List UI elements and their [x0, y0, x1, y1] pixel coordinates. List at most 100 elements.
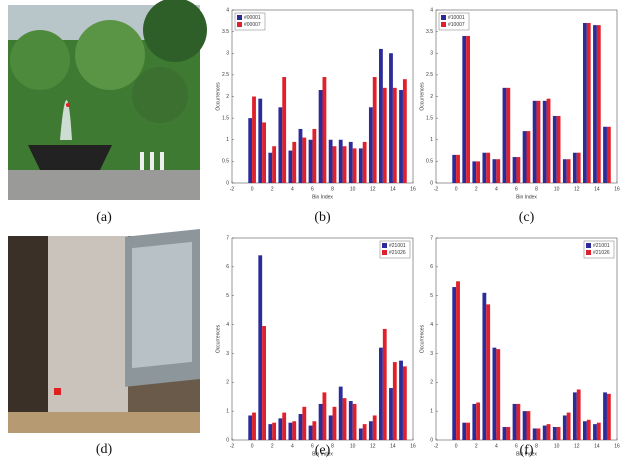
- y-tick-label: 0: [430, 180, 433, 186]
- bar: [302, 138, 306, 183]
- y-tick-label: 1.5: [426, 115, 433, 121]
- caption: (b): [314, 210, 331, 225]
- bar: [587, 23, 591, 183]
- bar: [289, 151, 293, 183]
- bar: [302, 407, 306, 440]
- x-tick-label: 0: [251, 443, 254, 449]
- y-tick-label: 5: [226, 293, 229, 299]
- bar: [503, 88, 507, 183]
- x-axis-label: Bin Index: [516, 194, 537, 200]
- bar: [319, 404, 323, 440]
- y-axis-label: Occurrences: [215, 82, 221, 111]
- bar: [506, 427, 510, 440]
- bar: [476, 161, 480, 183]
- x-tick-label: 8: [535, 443, 538, 449]
- bar: [278, 107, 282, 183]
- photo-office: [8, 229, 200, 433]
- legend-label: #10001: [448, 15, 465, 21]
- bar: [389, 53, 393, 183]
- bar: [486, 304, 490, 440]
- legend-label: #00007: [244, 22, 261, 28]
- y-tick-label: 2.5: [426, 72, 433, 78]
- bar: [456, 281, 460, 440]
- caption: (f): [520, 443, 534, 458]
- y-tick-label: 2.5: [222, 72, 229, 78]
- bar: [379, 348, 383, 440]
- bar: [462, 423, 466, 440]
- legend-swatch: [382, 243, 387, 248]
- x-axis-label: Bin Index: [312, 194, 333, 200]
- x-tick-label: 6: [311, 186, 314, 192]
- x-tick-label: 14: [390, 443, 396, 449]
- bar: [248, 118, 252, 183]
- bar: [607, 394, 611, 440]
- bar: [349, 401, 353, 440]
- bar: [573, 392, 577, 440]
- x-tick-label: 4: [291, 186, 294, 192]
- x-tick-label: -2: [434, 443, 439, 449]
- bar: [329, 140, 333, 183]
- caption: (e): [315, 443, 331, 458]
- x-tick-label: 16: [614, 443, 620, 449]
- bar: [292, 142, 296, 183]
- x-tick-label: 16: [410, 186, 416, 192]
- bar: [543, 101, 547, 183]
- bar: [553, 116, 557, 183]
- y-tick-label: 0.5: [222, 159, 229, 165]
- bar: [403, 79, 407, 183]
- legend-swatch: [382, 250, 387, 255]
- y-tick-label: 1: [226, 137, 229, 143]
- bar: [359, 428, 363, 440]
- bar: [262, 122, 266, 183]
- y-tick-label: 3: [430, 51, 433, 57]
- y-tick-label: 0: [226, 437, 229, 443]
- y-tick-label: 7: [226, 235, 229, 241]
- y-axis-label: Occurrences: [419, 82, 425, 111]
- bar: [353, 404, 357, 440]
- x-tick-label: -2: [230, 443, 235, 449]
- bar: [607, 127, 611, 183]
- x-tick-label: 2: [475, 443, 478, 449]
- bar: [258, 255, 262, 440]
- bar: [309, 140, 313, 183]
- bar: [353, 148, 357, 183]
- bar: [533, 101, 537, 183]
- bar: [466, 423, 470, 440]
- x-tick-label: 14: [594, 186, 600, 192]
- bar: [323, 392, 327, 440]
- x-tick-label: 6: [515, 443, 518, 449]
- bar: [486, 153, 490, 183]
- bar: [496, 349, 500, 440]
- bar: [309, 426, 313, 440]
- y-tick-label: 3.5: [426, 29, 433, 35]
- bar: [472, 404, 476, 440]
- y-tick-label: 5: [430, 293, 433, 299]
- y-axis-label: Occurrences: [419, 324, 425, 353]
- bar: [523, 131, 527, 183]
- bar: [359, 148, 363, 183]
- legend-swatch: [237, 15, 242, 20]
- plot-frame: [436, 238, 617, 440]
- y-tick-label: 4: [430, 322, 433, 328]
- x-tick-label: 4: [495, 443, 498, 449]
- bar: [597, 25, 601, 183]
- x-tick-label: 12: [370, 443, 376, 449]
- bar: [456, 155, 460, 183]
- bar: [567, 413, 571, 440]
- bar: [476, 402, 480, 440]
- x-tick-label: 10: [350, 186, 356, 192]
- bar: [513, 157, 517, 183]
- bar: [462, 36, 466, 183]
- bar: [299, 414, 303, 440]
- x-tick-label: 0: [251, 186, 254, 192]
- legend-label: #21026: [389, 250, 406, 256]
- bar: [333, 146, 337, 183]
- x-tick-label: 10: [554, 443, 560, 449]
- bar: [547, 424, 551, 440]
- legend-swatch: [441, 15, 446, 20]
- bar: [577, 153, 581, 183]
- legend-label: #21001: [389, 243, 406, 249]
- bar: [258, 99, 262, 183]
- bar: [577, 390, 581, 441]
- bar: [593, 25, 597, 183]
